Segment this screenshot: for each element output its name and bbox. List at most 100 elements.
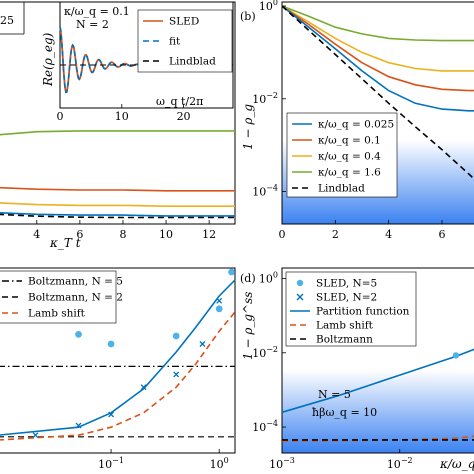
panel-c-series-line — [0, 311, 236, 441]
panel-a-x-label: κ_T t — [49, 236, 81, 250]
panel-d-legend-entry: Boltzmann — [316, 334, 373, 346]
panel-c-series-line — [0, 279, 236, 436]
panel-b-x-tick-label: 2 — [332, 228, 339, 241]
inset-x-tick-label: 0 — [57, 110, 64, 123]
panel-d-legend: SLED, N=5 SLED, N=2 Partition function Lamb… — [285, 271, 417, 347]
panel-d-frame — [281, 267, 474, 454]
panel-d-x-label: κ/ω_q — [439, 457, 474, 471]
panel-c-x-marker — [32, 432, 39, 439]
panel-d-legend-entry: Partition function — [316, 306, 410, 318]
panel-d-series-line — [281, 435, 474, 442]
panel-c-dot-marker — [107, 340, 115, 348]
panel-b-y-tick-label: 10−4 — [252, 184, 278, 199]
inset-frame — [59, 1, 234, 109]
inset-x-label: ω_q t/2π — [156, 95, 203, 108]
panel-b-x-tick-label: 6 — [439, 228, 446, 241]
panel-b-series — [281, 5, 474, 180]
panel-c-legend-entry: Boltzmann, N = 5 — [28, 276, 123, 288]
panel-a-x-tick-label: 12 — [202, 228, 216, 241]
panel-a-series — [0, 130, 235, 219]
panel-c-dot-marker — [215, 305, 223, 313]
panel-c-x-marker — [140, 384, 147, 391]
panel-a-inset: 0 10 20 Re(ρ_eg) ω_q t/2π κ/ω_q = 0.1 N = … — [41, 1, 234, 123]
panel-b-y-label: 1 − ρ_g — [241, 104, 255, 150]
inset-legend-entry: fit — [169, 36, 181, 48]
panel-b-series-line — [281, 5, 474, 42]
panel-b-series-line — [281, 5, 474, 92]
panel-b-series-line — [281, 5, 474, 112]
panel-c-x-marker — [173, 371, 180, 378]
panel-b-y-tick-label: 10−2 — [252, 91, 278, 106]
panel-d-text-n: N = 5 — [318, 388, 351, 401]
panel-d-legend-entry: SLED, N=2 — [316, 292, 377, 304]
panel-b-legend: κ/ω_q = 0.025 κ/ω_q = 0.1 κ/ω_q = 0.4 κ/ω_q… — [286, 112, 398, 198]
inset-legend-entry: SLED — [169, 16, 199, 28]
panel-b-x-tick-label: 0 — [279, 228, 286, 241]
panel-d-dot-marker — [452, 352, 460, 359]
panel-c-x-ticks: 10−1 100 — [98, 449, 229, 471]
inset-x-tick-label: 20 — [177, 110, 191, 123]
panel-c: 10−1 100 Boltzmann, N = 5 Boltzmann, N = 2… — [0, 267, 236, 471]
panel-b-legend-entry: Lindblad — [318, 183, 365, 195]
panel-a-x-tick-label: 4 — [33, 228, 40, 241]
panel-c-legend-entry: Lamb shift — [28, 308, 86, 320]
panel-c-x-marker — [199, 341, 206, 347]
panel-d-x-tick-label: 10−3 — [269, 456, 295, 471]
panel-a: 4 6 8 10 12 κ_T t 25 0 10 20 Re(ρ_eg) ω_q t/2π… — [0, 1, 236, 250]
panel-d: 10−3 10−2 100 10−2 10−4 (d) 1 − ρ_g^ss κ/ω_… — [240, 267, 474, 471]
panel-d-legend-entry: SLED, N=5 — [316, 278, 377, 290]
inset-legend-entry: Lindblad — [169, 56, 216, 68]
panel-d-legend-marker — [296, 279, 304, 287]
inset-legend: SLED fit Lindblad — [137, 9, 233, 73]
panel-d-label: (d) — [240, 272, 256, 285]
panel-b-label: (b) — [240, 10, 256, 23]
panel-a-series-line — [0, 213, 235, 219]
inset-text-n: N = 2 — [76, 18, 109, 31]
panel-d-y-label: 1 − ρ_g^ss — [241, 292, 255, 360]
panel-c-legend-entry: Boltzmann, N = 2 — [28, 292, 123, 304]
panel-b-series-line — [281, 5, 474, 180]
panel-c-frame — [0, 267, 236, 454]
panel-b: 0 2 4 6 100 10−2 10−4 (b) 1 − ρ_g κ/ω_q = 0.0… — [240, 0, 474, 241]
panel-c-dot-marker — [172, 332, 180, 340]
panel-a-series-line — [0, 186, 235, 192]
inset-x-tick-label: 10 — [115, 110, 129, 123]
panel-b-x-tick-label: 4 — [385, 228, 392, 241]
panel-b-legend-entry: κ/ω_q = 1.6 — [318, 167, 381, 179]
panel-d-legend-entry: Lamb shift — [316, 320, 374, 332]
panel-b-legend-entry: κ/ω_q = 0.025 — [318, 119, 394, 131]
panel-a-series-line — [0, 211, 235, 217]
panel-c-x-marker — [108, 411, 115, 418]
panel-a-x-tick-label: 8 — [119, 228, 126, 241]
panel-d-legend-marker — [296, 293, 304, 301]
panel-c-dot-marker — [75, 331, 82, 338]
panel-c-x-marker — [216, 297, 223, 304]
panel-b-frame — [281, 1, 474, 225]
panel-d-text-beta: ħβω_q = 10 — [312, 406, 377, 419]
inset-text-kappa: κ/ω_q = 0.1 — [64, 5, 130, 18]
panel-b-legend-entry: κ/ω_q = 0.4 — [318, 151, 381, 163]
panel-b-y-ticks: 100 10−2 10−4 — [252, 0, 286, 199]
panel-d-x-tick-label: 10−2 — [387, 456, 413, 471]
panel-d-y-ticks: 100 10−2 10−4 — [252, 271, 286, 434]
panel-c-x-tick-label: 10−1 — [98, 456, 124, 471]
panel-d-series-line — [281, 348, 474, 414]
panel-c-legend: Boltzmann, N = 5 Boltzmann, N = 2 Lamb shi… — [0, 270, 123, 324]
panel-d-y-tick-label: 10−2 — [252, 345, 278, 360]
panel-d-y-tick-label: 100 — [259, 271, 278, 286]
inset-x-ticks: 0 10 20 — [57, 104, 191, 123]
panel-b-y-tick-label: 100 — [259, 0, 278, 13]
panel-a-corner-label: 25 — [0, 14, 14, 27]
panel-b-legend-entry: κ/ω_q = 0.1 — [318, 135, 381, 147]
panel-a-x-tick-label: 10 — [159, 228, 173, 241]
panel-b-x-ticks: 0 2 4 6 — [279, 220, 446, 241]
panel-a-x-tick-label: 6 — [76, 228, 83, 241]
panel-c-x-tick-label: 100 — [210, 456, 229, 471]
panel-c-series — [0, 268, 236, 441]
panel-d-y-tick-label: 10−4 — [252, 419, 278, 434]
inset-y-label: Re(ρ_eg) — [41, 32, 55, 87]
panel-c-dot-marker — [228, 268, 235, 276]
panel-d-series — [281, 348, 474, 442]
panel-a-series-line — [0, 202, 235, 207]
